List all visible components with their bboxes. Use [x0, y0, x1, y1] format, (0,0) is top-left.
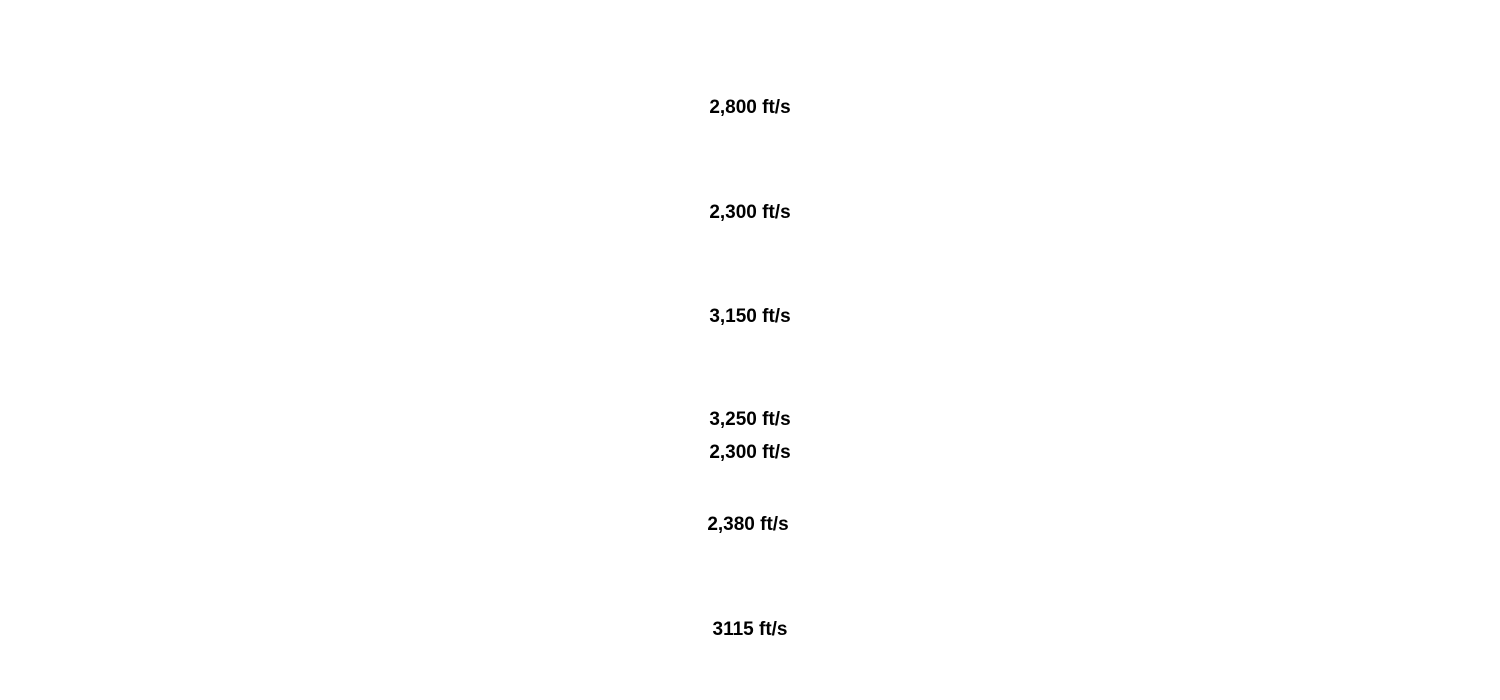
velocity-label: 3115 ft/s	[712, 619, 788, 640]
velocity-label: 2,380 ft/s	[707, 514, 789, 535]
velocity-label: 2,300 ft/s	[709, 442, 791, 463]
velocity-label: 2,800 ft/s	[709, 97, 791, 118]
velocity-label: 2,300 ft/s	[709, 202, 791, 223]
velocity-label: 3,250 ft/s	[709, 409, 791, 430]
velocity-label: 3,150 ft/s	[709, 306, 791, 327]
